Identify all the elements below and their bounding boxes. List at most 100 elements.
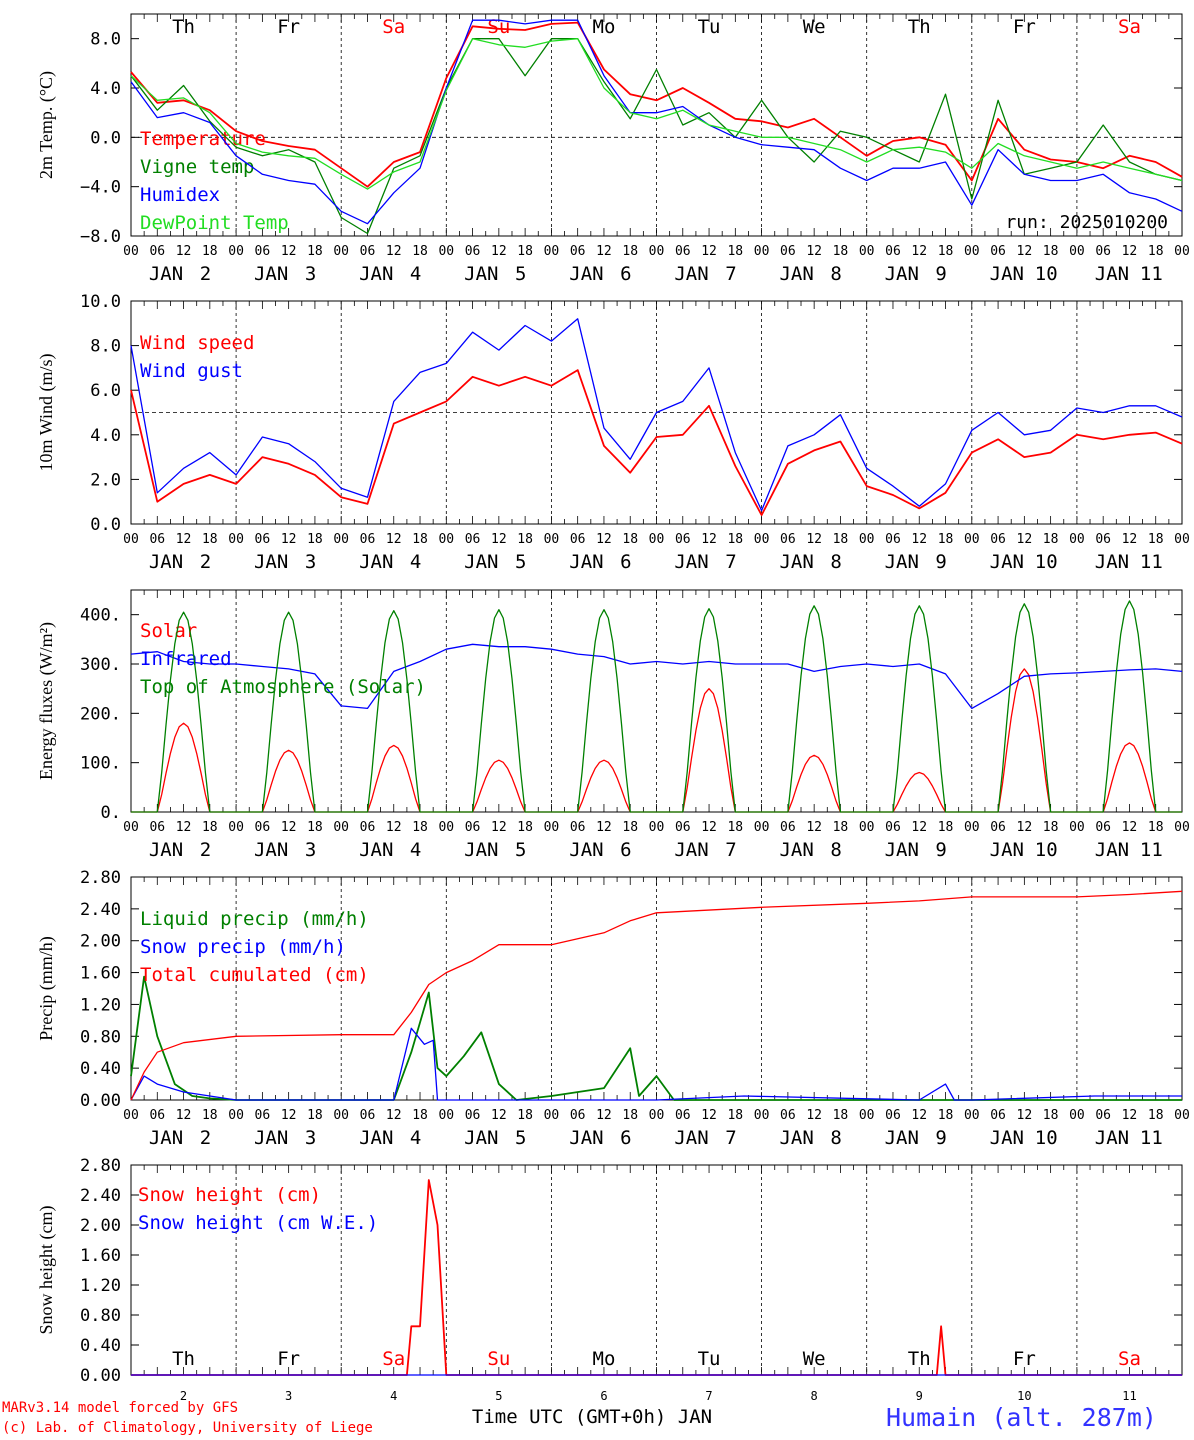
credit-line-1: MARv3.14 model forced by GFS <box>2 1400 239 1416</box>
hour-tick-label: 18 <box>202 820 218 835</box>
day-number-label: 11 <box>1122 1389 1136 1403</box>
hour-tick-label: 00 <box>964 244 980 259</box>
date-day-label: 9 <box>935 263 946 285</box>
date-month-label: JAN <box>569 551 603 573</box>
y-axis-label: Energy fluxes (W/m²) <box>36 622 57 780</box>
date-month-label: JAN <box>779 1127 813 1149</box>
legend-solar: Solar <box>140 620 197 642</box>
series-line-humidex <box>130 19 1183 225</box>
day-number-label: 8 <box>811 1389 818 1403</box>
date-month-label: JAN <box>779 839 813 861</box>
weekday-label: Su <box>487 16 510 38</box>
legend-snow-height-cm-w-e-: Snow height (cm W.E.) <box>138 1212 378 1234</box>
hour-tick-label: 06 <box>570 532 586 547</box>
legend-vigne-temp: Vigne temp <box>140 156 254 178</box>
hour-tick-label: 06 <box>1095 1108 1111 1123</box>
date-day-label: 11 <box>1140 1127 1163 1149</box>
day-number-label: 6 <box>600 1389 607 1403</box>
legend-total-cumulated-cm-: Total cumulated (cm) <box>140 964 369 986</box>
weekday-label: Sa <box>382 1348 405 1370</box>
y-tick-label: 4.0 <box>90 79 121 99</box>
hour-tick-label: 06 <box>465 244 481 259</box>
date-day-label: 11 <box>1140 263 1163 285</box>
hour-tick-label: 06 <box>990 1108 1006 1123</box>
legend-wind-gust: Wind gust <box>140 360 243 382</box>
hour-tick-label: 12 <box>596 244 612 259</box>
hour-tick-label: 00 <box>333 532 349 547</box>
hour-tick-label: 00 <box>1174 532 1190 547</box>
hour-tick-label: 12 <box>176 820 192 835</box>
date-month-label: JAN <box>569 1127 603 1149</box>
hour-tick-label: 18 <box>412 1108 428 1123</box>
y-tick-label: 2.40 <box>80 1186 121 1206</box>
hour-tick-label: 12 <box>806 532 822 547</box>
date-month-label: JAN <box>149 263 183 285</box>
hour-tick-label: 00 <box>964 1108 980 1123</box>
hour-tick-label: 00 <box>123 532 139 547</box>
date-month-label: JAN <box>254 839 288 861</box>
hour-tick-label: 00 <box>438 244 454 259</box>
hour-tick-label: 06 <box>360 532 376 547</box>
hour-tick-label: 12 <box>491 820 507 835</box>
y-tick-label: 2.00 <box>80 932 121 952</box>
hour-tick-label: 06 <box>255 1108 271 1123</box>
run-annotation: run: 2025010200 <box>1005 212 1168 233</box>
date-month-label: JAN <box>990 551 1024 573</box>
y-tick-label: 2.00 <box>80 1216 121 1236</box>
hour-tick-label: 06 <box>990 532 1006 547</box>
date-day-label: 3 <box>305 1127 316 1149</box>
weekday-label: Th <box>172 1348 195 1370</box>
hour-tick-label: 18 <box>412 532 428 547</box>
weekday-label: Th <box>908 16 931 38</box>
weekday-label: Sa <box>1118 16 1141 38</box>
hour-tick-label: 18 <box>307 244 323 259</box>
hour-tick-label: 18 <box>938 820 954 835</box>
hour-tick-label: 12 <box>596 820 612 835</box>
date-month-label: JAN <box>359 263 393 285</box>
hour-tick-label: 00 <box>333 820 349 835</box>
hour-tick-label: 18 <box>833 532 849 547</box>
weekday-label: Mo <box>593 1348 616 1370</box>
hour-tick-label: 00 <box>859 1108 875 1123</box>
hour-tick-label: 00 <box>1174 820 1190 835</box>
hour-tick-label: 18 <box>517 820 533 835</box>
date-month-label: JAN <box>674 1127 708 1149</box>
hour-tick-label: 12 <box>806 820 822 835</box>
y-tick-label: 200. <box>80 704 121 724</box>
hour-tick-label: 12 <box>806 1108 822 1123</box>
date-month-label: JAN <box>464 263 498 285</box>
hour-tick-label: 00 <box>544 1108 560 1123</box>
hour-tick-label: 12 <box>1122 244 1138 259</box>
weekday-label: Su <box>487 1348 510 1370</box>
series-line-dewpoint-temp <box>130 38 1183 190</box>
hour-tick-label: 00 <box>649 532 665 547</box>
series-line-top-of-atmosphere-solar- <box>131 600 1182 813</box>
day-number-label: 4 <box>390 1389 397 1403</box>
hour-tick-label: 06 <box>885 532 901 547</box>
weekday-label: Mo <box>593 16 616 38</box>
hour-tick-label: 12 <box>281 244 297 259</box>
hour-tick-label: 18 <box>622 532 638 547</box>
date-month-label: JAN <box>359 839 393 861</box>
hour-tick-label: 12 <box>1122 820 1138 835</box>
y-tick-label: 4.0 <box>90 426 121 446</box>
hour-tick-label: 18 <box>1043 820 1059 835</box>
hour-tick-label: 00 <box>438 532 454 547</box>
hour-tick-label: 06 <box>255 532 271 547</box>
y-tick-label: 0. <box>101 803 121 823</box>
legend-humidex: Humidex <box>140 184 220 206</box>
hour-tick-label: 18 <box>1043 532 1059 547</box>
date-month-label: JAN <box>254 551 288 573</box>
date-day-label: 3 <box>305 263 316 285</box>
hour-tick-label: 00 <box>649 244 665 259</box>
date-day-label: 7 <box>725 263 736 285</box>
date-month-label: JAN <box>569 839 603 861</box>
hour-tick-label: 12 <box>806 244 822 259</box>
date-day-label: 4 <box>410 839 421 861</box>
hour-tick-label: 06 <box>885 820 901 835</box>
hour-tick-label: 12 <box>701 820 717 835</box>
date-day-label: 11 <box>1140 551 1163 573</box>
hour-tick-label: 18 <box>622 820 638 835</box>
date-month-label: JAN <box>990 1127 1024 1149</box>
